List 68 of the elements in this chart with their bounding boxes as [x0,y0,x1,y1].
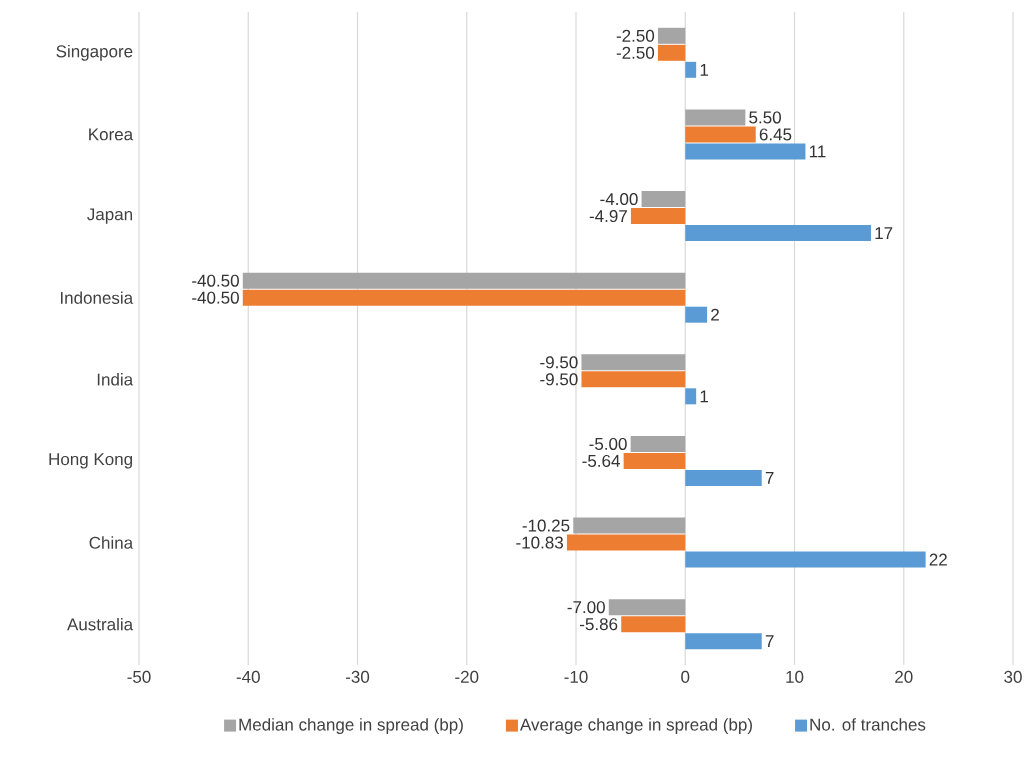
bar [685,469,762,486]
data-label: 6.45 [759,128,792,141]
bar [242,289,686,306]
x-tick-label: -40 [236,670,260,683]
data-label: -5.00 [589,437,627,450]
data-label: 17 [875,227,893,239]
data-label: -2.50 [616,46,655,59]
data-label: -7.00 [567,601,605,614]
bar [573,517,686,534]
bar [566,534,686,551]
bar [685,61,697,78]
bar [657,27,686,44]
bar [685,225,871,242]
y-tick-label: India [97,373,134,386]
bar [242,272,686,289]
data-label: -40.50 [192,291,239,304]
data-label: 1 [700,390,709,403]
y-tick-label: Korea [89,128,134,141]
data-label: -4.00 [600,193,638,206]
x-tick-label: 30 [1004,670,1022,683]
bar [608,599,686,616]
data-label: 7 [765,472,774,484]
data-label: -5.86 [580,618,618,631]
bar [685,551,926,568]
bar [685,126,756,143]
y-tick-label: Hong Kong [49,453,133,469]
bar [685,306,708,323]
y-tick-label: Australia [67,617,134,631]
legend-label: Median change in spread (bp) [239,718,463,735]
data-label: 1 [700,63,709,76]
data-label: -2.50 [616,29,655,42]
x-tick-label: 20 [895,670,913,683]
legend-label: Average change in spread (bp) [519,718,752,735]
bar [581,371,686,388]
bar [623,452,686,469]
y-tick-label: China [89,536,134,549]
bar [685,633,762,650]
x-tick-label: -30 [345,670,370,683]
x-tick-label: -50 [127,670,151,683]
x-tick-label: -20 [455,670,479,683]
data-label: 7 [765,635,774,648]
bar [621,616,686,633]
y-tick-label: Japan [87,208,133,224]
data-label: -9.50 [540,356,578,369]
bar [685,143,806,160]
x-tick-label: -10 [564,670,588,683]
data-label: 2 [711,308,719,321]
bar [630,435,686,452]
x-tick-label: 10 [786,670,804,683]
bar [657,44,686,61]
data-label: 5.50 [749,111,781,124]
bar [685,109,746,126]
legend-label: No. of tranches [810,718,926,731]
data-label: -10.25 [522,519,570,532]
data-label: -10.83 [516,536,563,549]
bar [630,208,686,225]
data-label: -9.50 [540,373,578,386]
data-label: -5.64 [582,454,620,467]
bar [685,388,697,405]
x-tick-label: 0 [681,670,690,683]
bar [641,191,686,208]
bar [581,354,686,371]
y-tick-label: Singapore [56,44,133,61]
data-label: -4.97 [589,210,627,223]
y-tick-label: Indonesia [60,291,134,304]
data-label: 11 [809,145,826,158]
data-label: -40.50 [192,274,239,287]
data-label: 22 [929,553,947,566]
